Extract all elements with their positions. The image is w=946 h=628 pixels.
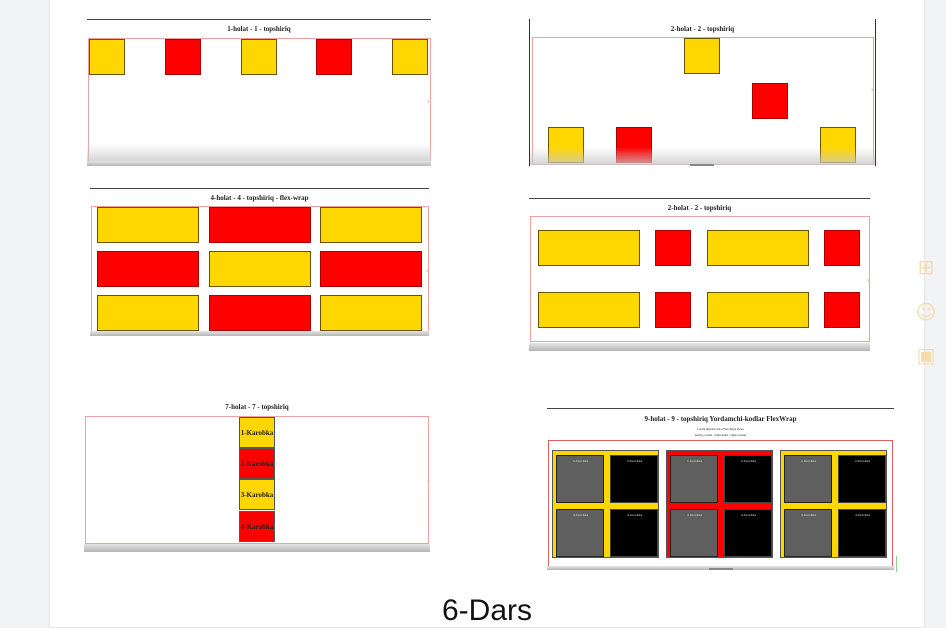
- box-label: 1-Karobka: [573, 459, 589, 463]
- gray-box: 1-Karobka: [670, 455, 718, 503]
- box-label: 1-Karobka: [801, 459, 817, 463]
- screenshot-3: 4-holat - 4 - topshiriq - flex-wrap ›: [90, 188, 429, 336]
- black-box: 4-Karobka: [838, 509, 886, 557]
- subtitle: justify-content / align-items / align-co…: [694, 433, 747, 437]
- yellow-box: [97, 295, 199, 331]
- gray-box: 3-Karobka: [670, 509, 718, 557]
- red-box: [209, 295, 311, 331]
- bottom-shade: [530, 147, 875, 165]
- screenshot-title: 4-holat - 4 - topshiriq - flex-wrap: [210, 194, 309, 202]
- screenshot-5: 7-holat - 7 - topshiriq 1-Karobka 2-Karo…: [84, 400, 430, 552]
- black-box: 2-Karobka: [724, 455, 772, 503]
- screenshot-2: 2-holat - 2 - topshiriq ›: [529, 19, 876, 166]
- group-yellow-1: 1-Karobka 2-Karobka 3-Karobka 4-Karobka: [552, 450, 659, 558]
- group-red: 1-Karobka 2-Karobka 3-Karobka 4-Karobka: [666, 450, 773, 558]
- black-box: 2-Karobka: [838, 455, 886, 503]
- yellow-box: [320, 295, 422, 331]
- yellow-box: [241, 39, 277, 75]
- title-divider: [87, 19, 431, 20]
- red-box: [824, 230, 860, 266]
- flex-container: [85, 416, 429, 544]
- add-comment-icon[interactable]: ⊞: [917, 255, 935, 279]
- box-label: 3-Karobka: [573, 513, 589, 517]
- red-box: [209, 207, 311, 243]
- yellow-box: [392, 39, 428, 75]
- black-box: 4-Karobka: [724, 509, 772, 557]
- screenshot-title: 1-holat - 1 - topshiriq: [227, 25, 291, 33]
- gray-box: 3-Karobka: [556, 509, 604, 557]
- screenshot-title: 9-holat - 9 - topshiriq Yordamchi-kodlar…: [644, 415, 797, 423]
- box-label: 3-Karobka: [801, 513, 817, 517]
- yellow-box: [97, 207, 199, 243]
- screenshot-1: 1-holat - 1 - topshiriq ›: [87, 19, 431, 166]
- red-box: [752, 83, 788, 119]
- subtitle: Lorem impsum dolor Flex Align Rows: [697, 427, 744, 431]
- cursor-divider: [896, 556, 897, 572]
- yellow-box: [707, 292, 809, 328]
- title-divider: [529, 198, 870, 199]
- gray-box: 3-Karobka: [784, 509, 832, 557]
- red-box: [320, 251, 422, 287]
- column-stack: 1-Karobka 2-Karobka 3-Karobka 4-Karobka: [239, 417, 275, 545]
- gray-box: 1-Karobka: [556, 455, 604, 503]
- yellow-box: [538, 230, 640, 266]
- black-box: 4-Karobka: [610, 509, 658, 557]
- horizontal-scrollbar: [90, 331, 429, 336]
- red-box: [97, 251, 199, 287]
- black-box: 2-Karobka: [610, 455, 658, 503]
- title-divider: [547, 408, 894, 409]
- karobka-2: 2-Karobka: [239, 448, 275, 479]
- box-label: 4-Karobka: [855, 513, 871, 517]
- page-caption: 6-Dars: [441, 594, 532, 627]
- chevron-right-icon: ›: [426, 97, 430, 106]
- yellow-box: [538, 292, 640, 328]
- box-label: 2-Karobka: [741, 459, 757, 463]
- yellow-box: [89, 39, 125, 75]
- red-box: [316, 39, 352, 75]
- box-label: 2-Karobka: [627, 459, 643, 463]
- box-label: 2-Karobka: [855, 459, 871, 463]
- bottom-shade: [87, 144, 431, 162]
- box-label: 4-Karobka: [741, 513, 757, 517]
- yellow-box: [320, 207, 422, 243]
- title-divider: [90, 188, 429, 189]
- box-label: 1-Karobka: [687, 459, 703, 463]
- chevron-right-icon: ›: [426, 477, 430, 486]
- gray-box: 1-Karobka: [784, 455, 832, 503]
- red-box: [655, 230, 691, 266]
- chevron-right-icon: ›: [425, 266, 429, 275]
- karobka-1: 1-Karobka: [239, 417, 275, 448]
- screenshot-title: 7-holat - 7 - topshiriq: [225, 403, 289, 411]
- flex-container: [530, 216, 870, 342]
- suggest-image-icon[interactable]: ▣: [916, 343, 936, 367]
- screenshot-4: 2-holat - 2 - topshiriq ›: [529, 198, 870, 351]
- screenshot-title: 2-holat - 2 - topshiriq: [670, 25, 735, 33]
- red-box: [655, 292, 691, 328]
- red-box: [165, 39, 201, 75]
- scroll-thumb[interactable]: [709, 568, 733, 570]
- chevron-right-icon: ›: [870, 85, 874, 94]
- chevron-right-icon: ›: [866, 276, 870, 285]
- horizontal-scrollbar: [87, 161, 431, 166]
- emoji-icon[interactable]: ☺: [915, 300, 937, 324]
- document-page: 1-holat - 1 - topshiriq › 2-holat - 2 - …: [50, 0, 924, 627]
- yellow-box: [684, 38, 720, 74]
- screenshot-title: 2-holat - 2 - topshiriq: [667, 204, 732, 212]
- box-label: 3-Karobka: [687, 513, 703, 517]
- karobka-4: 4-Karobka: [239, 511, 275, 542]
- scroll-thumb[interactable]: [690, 164, 714, 166]
- group-yellow-2: 1-Karobka 2-Karobka 3-Karobka 4-Karobka: [780, 450, 887, 558]
- yellow-box: [209, 251, 311, 287]
- yellow-box: [707, 230, 809, 266]
- screenshot-6: 9-holat - 9 - topshiriq Yordamchi-kodlar…: [547, 408, 894, 570]
- box-label: 4-Karobka: [627, 513, 643, 517]
- horizontal-scrollbar: [529, 343, 870, 351]
- red-box: [824, 292, 860, 328]
- karobka-3: 3-Karobka: [239, 479, 275, 510]
- horizontal-scrollbar: [84, 544, 430, 552]
